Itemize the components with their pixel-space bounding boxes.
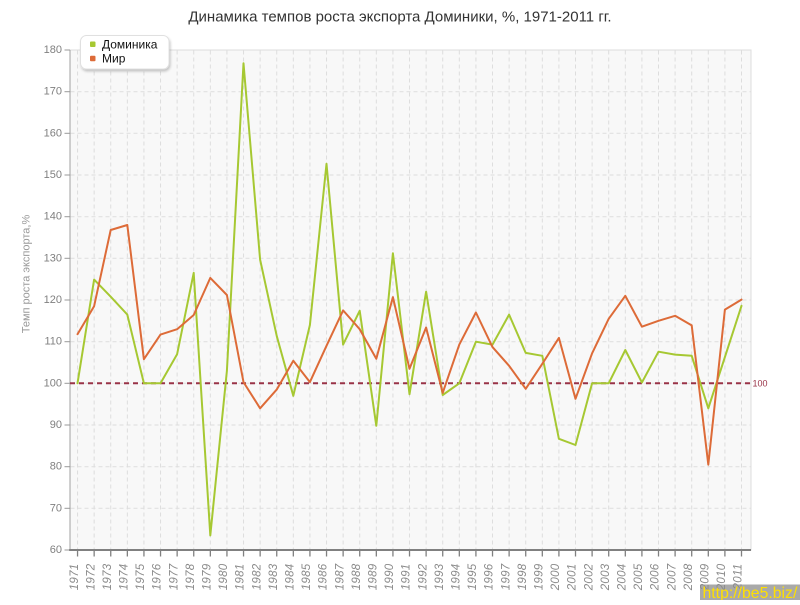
svg-text:1976: 1976: [152, 563, 164, 590]
svg-text:1989: 1989: [368, 563, 380, 590]
svg-text:1988: 1988: [351, 563, 363, 590]
svg-text:1983: 1983: [268, 563, 280, 590]
svg-text:120: 120: [44, 294, 62, 306]
svg-text:1978: 1978: [185, 563, 197, 590]
svg-text:180: 180: [44, 44, 62, 56]
svg-text:1987: 1987: [334, 563, 346, 590]
svg-text:1993: 1993: [434, 563, 446, 590]
svg-text:160: 160: [44, 127, 62, 139]
svg-text:2008: 2008: [683, 563, 695, 591]
svg-text:2006: 2006: [650, 563, 662, 591]
svg-text:2011: 2011: [733, 564, 745, 591]
svg-text:2010: 2010: [716, 563, 728, 591]
svg-text:1979: 1979: [202, 563, 214, 590]
svg-text:2009: 2009: [700, 563, 712, 591]
svg-text:1974: 1974: [119, 564, 131, 591]
svg-text:2000: 2000: [550, 563, 562, 591]
svg-text:1982: 1982: [251, 563, 263, 590]
svg-text:80: 80: [50, 461, 62, 473]
svg-text:1984: 1984: [285, 564, 297, 591]
svg-text:1999: 1999: [534, 563, 546, 590]
svg-text:2001: 2001: [567, 564, 579, 592]
svg-text:70: 70: [50, 502, 62, 514]
svg-text:Доминика: Доминика: [102, 37, 158, 51]
svg-text:170: 170: [44, 86, 62, 98]
svg-text:1990: 1990: [384, 563, 396, 590]
svg-text:1997: 1997: [500, 563, 512, 590]
svg-text:2004: 2004: [617, 564, 629, 592]
svg-text:150: 150: [44, 169, 62, 181]
svg-text:1971: 1971: [69, 564, 81, 591]
svg-text:1973: 1973: [102, 563, 114, 590]
svg-text:1972: 1972: [85, 563, 97, 590]
svg-text:1980: 1980: [218, 563, 230, 590]
svg-text:2003: 2003: [600, 563, 612, 591]
svg-text:1981: 1981: [235, 564, 247, 591]
svg-text:1991: 1991: [401, 564, 413, 591]
svg-text:1998: 1998: [517, 563, 529, 590]
svg-text:1992: 1992: [417, 563, 429, 590]
svg-text:100: 100: [753, 378, 768, 388]
svg-text:http://be5.biz/: http://be5.biz/: [703, 585, 798, 600]
svg-text:1996: 1996: [484, 563, 496, 590]
svg-text:1995: 1995: [467, 563, 479, 590]
svg-text:100: 100: [44, 377, 62, 389]
svg-text:1977: 1977: [168, 563, 180, 590]
svg-text:2007: 2007: [666, 563, 678, 591]
svg-text:2002: 2002: [583, 563, 595, 591]
svg-text:2005: 2005: [633, 563, 645, 591]
svg-text:1994: 1994: [451, 564, 463, 591]
svg-text:60: 60: [50, 544, 62, 556]
svg-text:130: 130: [44, 252, 62, 264]
svg-text:Динамика темпов роста экспорта: Динамика темпов роста экспорта Доминики,…: [188, 9, 611, 26]
svg-text:110: 110: [44, 336, 62, 348]
svg-text:1975: 1975: [135, 563, 147, 590]
svg-text:140: 140: [44, 211, 62, 223]
svg-text:1986: 1986: [318, 563, 330, 590]
svg-text:Темп роста экспорта,%: Темп роста экспорта,%: [21, 215, 33, 334]
svg-text:90: 90: [50, 419, 62, 431]
svg-text:1985: 1985: [301, 563, 313, 590]
svg-text:Мир: Мир: [102, 52, 126, 66]
